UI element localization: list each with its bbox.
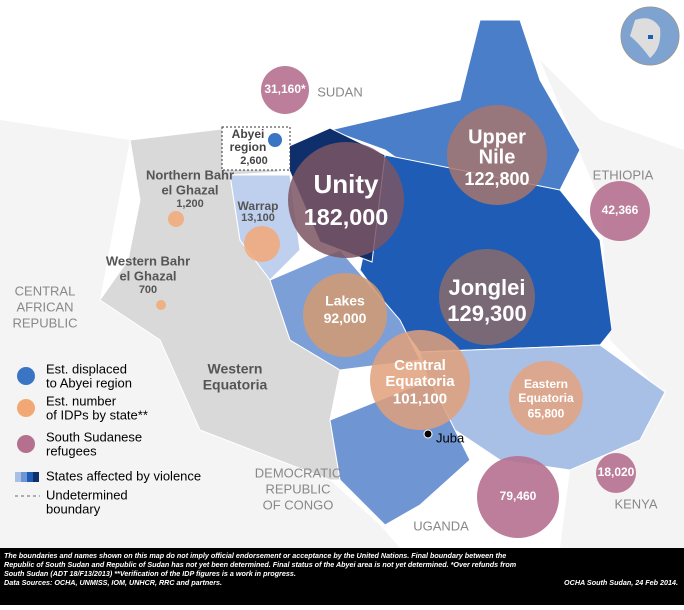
state-name: el Ghazal <box>161 182 218 197</box>
idp-bubble <box>156 300 166 310</box>
legend-symbol <box>17 367 35 385</box>
footer-bar <box>0 548 684 605</box>
state-value: 1,200 <box>176 198 204 210</box>
footer-sources: Data Sources: OCHA, UNMISS, IOM, UNHCR, … <box>4 578 222 587</box>
refugee-bubble <box>477 456 559 538</box>
legend-symbol <box>17 435 35 453</box>
legend-symbol <box>33 472 39 482</box>
country-label: AFRICAN <box>16 299 73 314</box>
legend-label: to Abyei region <box>46 375 132 390</box>
legend-symbol <box>27 472 33 482</box>
state-name: Equatoria <box>203 377 268 393</box>
legend-label: Est. number <box>46 393 117 408</box>
idp-bubble <box>288 142 404 258</box>
state-value: 129,300 <box>447 301 527 326</box>
country-label: SUDAN <box>317 84 363 99</box>
globe-land <box>630 18 661 58</box>
legend-label: refugees <box>46 443 97 458</box>
abyei-value: 2,600 <box>240 155 268 167</box>
refugee-bubble <box>596 453 636 493</box>
refugee-bubble <box>261 66 309 114</box>
state-name: Eastern <box>524 377 568 391</box>
state-value: 182,000 <box>304 204 389 230</box>
legend-label: Est. displaced <box>46 361 127 376</box>
state-value: 101,100 <box>393 390 447 407</box>
idp-bubble <box>509 361 583 435</box>
abyei-label: region <box>230 140 267 154</box>
state-value: 122,800 <box>464 169 529 189</box>
country-label: ETHIOPIA <box>593 167 654 182</box>
refugee-value: 31,160* <box>264 82 306 96</box>
state-name: Western <box>208 361 263 377</box>
state-value: 700 <box>139 284 157 296</box>
state-name: Warrap <box>238 199 279 213</box>
footer-disclaimer: The boundaries and names shown on this m… <box>4 551 506 560</box>
state-value: 65,800 <box>528 406 565 420</box>
country-label: REPUBLIC <box>265 481 330 496</box>
idp-bubble <box>447 105 547 205</box>
legend-label: Undetermined <box>46 487 128 502</box>
footer-disclaimer: South Sudan (ADT 18/F13/2013) **Verifica… <box>4 569 296 578</box>
state-name: Equatoria <box>518 391 574 405</box>
country-label: DEMOCRATIC <box>255 465 341 480</box>
state-name: Lakes <box>325 293 365 309</box>
state-name: Equatoria <box>385 373 455 390</box>
state-name: Unity <box>314 169 380 199</box>
refugee-value: 79,460 <box>500 489 537 503</box>
state-value: 13,100 <box>241 212 275 224</box>
state-name: Jonglei <box>448 275 525 300</box>
idp-bubble <box>168 211 184 227</box>
city-label: Juba <box>436 430 465 445</box>
country-label: KENYA <box>614 496 657 511</box>
refugee-value: 18,020 <box>598 465 635 479</box>
country-label: UGANDA <box>413 518 469 533</box>
idp-bubble <box>439 249 535 345</box>
city-marker <box>423 429 433 439</box>
state-name: Northern Bahr <box>146 167 234 182</box>
state-name: el Ghazal <box>119 268 176 283</box>
country-label: REPUBLIC <box>12 315 77 330</box>
footer-disclaimer: Republic of South Sudan and Republic of … <box>4 560 517 569</box>
refugee-value: 42,366 <box>602 203 639 217</box>
state-value: 92,000 <box>324 310 367 326</box>
footer-credit: OCHA South Sudan, 24 Feb 2014. <box>564 578 678 587</box>
state-name: Upper <box>468 126 526 148</box>
legend-symbol <box>21 472 27 482</box>
legend-label: boundary <box>46 501 101 516</box>
globe-marker <box>648 35 653 39</box>
idp-bubble <box>303 273 387 357</box>
country-label: OF CONGO <box>263 497 334 512</box>
refugee-bubble <box>590 181 650 241</box>
state-name: Nile <box>479 146 516 168</box>
state-name: Central <box>394 357 446 374</box>
state-name: Western Bahr <box>106 253 190 268</box>
legend-label: of IDPs by state** <box>46 407 148 422</box>
neighbour-land <box>540 60 684 548</box>
legend-symbol <box>15 472 21 482</box>
legend-symbol <box>17 399 35 417</box>
idp-bubble <box>370 330 470 430</box>
legend-label: States affected by violence <box>46 468 201 483</box>
neighbour-land <box>0 120 400 548</box>
abyei-bubble <box>268 133 282 147</box>
legend-label: South Sudanese <box>46 429 142 444</box>
abyei-label: Abyei <box>232 127 265 141</box>
country-label: CENTRAL <box>15 283 76 298</box>
idp-bubble <box>244 226 280 262</box>
